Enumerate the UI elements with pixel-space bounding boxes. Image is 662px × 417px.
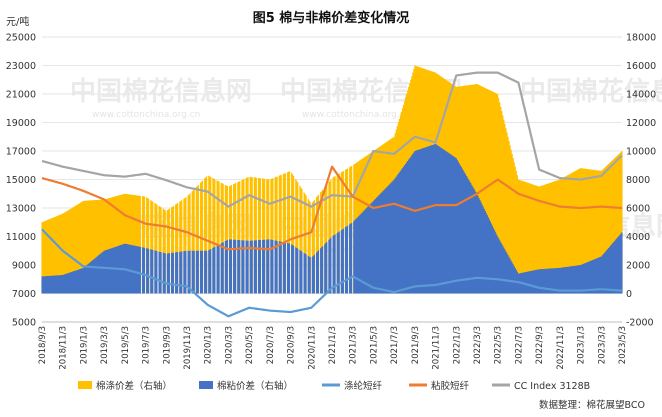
legend: 棉涤价差（右轴） 棉粘价差（右轴） 涤纶短纤 粘胶短纤 CC Index 312…: [78, 380, 590, 392]
watermark-sub-1: www.cottonchina.org.cn: [92, 110, 200, 120]
plot-area: [41, 36, 623, 323]
right-axis-tick-label: 14000: [626, 90, 656, 101]
x-axis-tick-label: 2021/7/3: [390, 326, 400, 364]
x-axis-tick-label: 2019/7/3: [142, 326, 152, 364]
legend-label-viscose: 粘胶短纤: [431, 380, 470, 392]
right-axis-tick-label: 18000: [626, 33, 656, 44]
left-axis-tick-label: 13000: [6, 204, 36, 215]
right-axis-tick-label: 6000: [626, 204, 650, 215]
right-axis-tick-label: 4000: [626, 232, 650, 243]
line-series-cc-index: [41, 71, 623, 208]
x-axis-tick-label: 2023/1/3: [577, 326, 587, 364]
x-axis-tick-label: 2022/9/3: [535, 326, 545, 364]
x-axis-tick-label: 2021/11/3: [432, 326, 442, 370]
x-axis-tick-label: 2023/5/3: [618, 326, 628, 364]
x-axis-tick-label: 2019/1/3: [79, 326, 89, 364]
chart-title: 图5 棉与非棉价差变化情况: [253, 10, 410, 26]
x-axis-tick-label: 2020/9/3: [287, 326, 297, 364]
left-axis-tick-label: 15000: [6, 175, 36, 186]
x-axis-tick-label: 2022/7/3: [514, 326, 524, 364]
x-axis-tick-label: 2022/11/3: [556, 326, 566, 370]
x-axis-tick-label: 2022/5/3: [494, 326, 504, 364]
right-axis-tick-label: 10000: [626, 147, 656, 158]
x-axis-tick-label: 2022/1/3: [452, 326, 462, 364]
left-axis-tick-label: 23000: [6, 61, 36, 72]
left-axis-tick-label: 9000: [12, 261, 36, 272]
legend-label-cc-index: CC Index 3128B: [514, 381, 590, 392]
watermark-text-3: 中国棉花信息网: [520, 76, 662, 107]
x-axis-tick-label: 2023/3/3: [597, 326, 607, 364]
right-axis-tick-label: 12000: [626, 118, 656, 129]
x-axis-tick-label: 2019/5/3: [121, 326, 131, 364]
left-axis-tick-label: 5000: [12, 318, 36, 329]
line-series-polyester: [41, 228, 623, 318]
x-axis-tick-label: 2021/9/3: [411, 326, 421, 364]
left-axis-tick-label: 11000: [6, 232, 36, 243]
x-axis-tick-label: 2018/9/3: [38, 326, 48, 364]
x-axis-tick-label: 2019/3/3: [100, 326, 110, 364]
left-axis-tick-label: 25000: [6, 33, 36, 44]
right-axis-tick-label: -2000: [626, 318, 654, 329]
x-axis-tick-label: 2021/3/3: [349, 326, 359, 364]
x-axis-tick-label: 2020/3/3: [224, 326, 234, 364]
legend-swatch-cotton-polyester: [78, 381, 92, 389]
x-axis-tick-label: 2022/3/3: [473, 326, 483, 364]
watermark-text-1: 中国棉花信息网: [70, 76, 252, 107]
x-axis-tick-label: 2018/11/3: [59, 326, 69, 370]
x-axis-tick-label: 2020/1/3: [204, 326, 214, 364]
legend-label-cotton-viscose: 棉粘价差（右轴）: [217, 380, 293, 392]
left-axis-tick-label: 7000: [12, 289, 36, 300]
source-note: 数据整理：棉花展望BCO: [539, 399, 645, 411]
line-series-viscose: [41, 165, 623, 251]
x-axis-tick-label: 2019/9/3: [162, 326, 172, 364]
x-axis-tick-label: 2020/5/3: [245, 326, 255, 364]
area-series-cotton-viscose: [41, 143, 623, 294]
x-axis-tick-label: 2021/1/3: [328, 326, 338, 364]
left-axis-tick-label: 17000: [6, 147, 36, 158]
legend-label-cotton-polyester: 棉涤价差（右轴）: [96, 380, 172, 392]
right-axis-tick-label: 8000: [626, 175, 650, 186]
left-axis-tick-label: 21000: [6, 90, 36, 101]
legend-label-polyester: 涤纶短纤: [344, 380, 383, 392]
axes: 5000 7000 9000 11000 13000 15000 17000 19000 210…: [6, 33, 656, 370]
right-axis-tick-label: 0: [626, 289, 632, 300]
x-axis-tick-label: 2021/5/3: [369, 326, 379, 364]
x-axis-tick-label: 2020/11/3: [307, 326, 317, 370]
left-axis-unit: 元/吨: [6, 15, 29, 28]
watermark-sub-2: www.cottonchina.org.cn: [302, 110, 410, 120]
right-axis-tick-label: 16000: [626, 61, 656, 72]
x-axis-tick-label: 2020/7/3: [266, 326, 276, 364]
left-axis-tick-label: 19000: [6, 118, 36, 129]
legend-swatch-cotton-viscose: [199, 381, 213, 389]
right-axis-tick-label: 2000: [626, 261, 650, 272]
x-axis-tick-label: 2019/11/3: [183, 326, 193, 370]
